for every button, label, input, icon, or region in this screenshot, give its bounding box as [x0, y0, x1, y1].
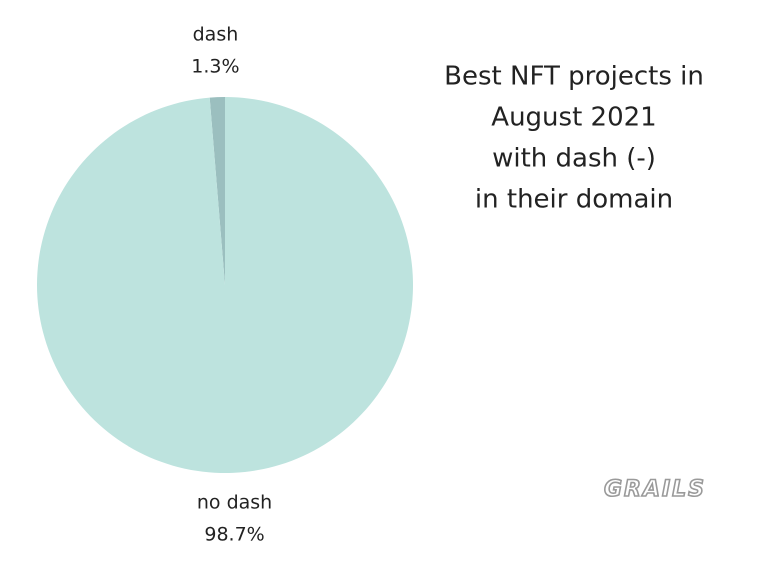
- slice-label: dash: [193, 24, 239, 46]
- pie-slice: [37, 97, 414, 473]
- chart-title: August 2021: [491, 103, 656, 133]
- chart-title: in their domain: [475, 185, 673, 215]
- watermark: GRAILS: [604, 477, 706, 502]
- value-label: 1.3%: [191, 56, 239, 78]
- chart-title: with dash (-): [492, 144, 656, 174]
- slice-label: no dash: [197, 491, 272, 513]
- chart-title: Best NFT projects in: [444, 62, 704, 92]
- value-label: 98.7%: [204, 523, 264, 545]
- pie-slice: [209, 97, 225, 285]
